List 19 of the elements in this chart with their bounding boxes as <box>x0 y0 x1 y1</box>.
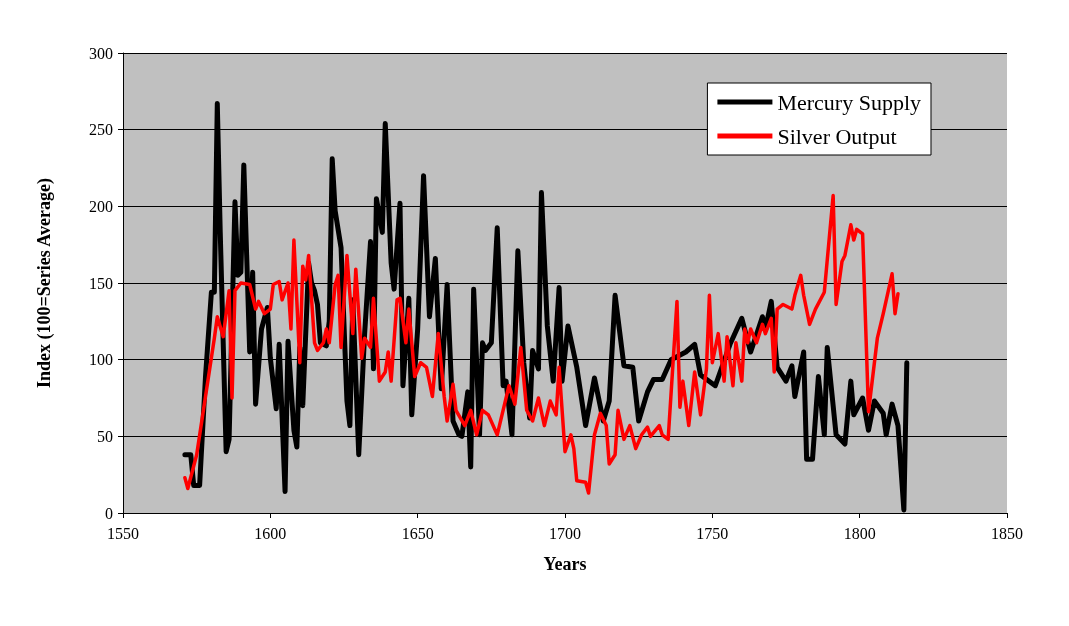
x-tick-label: 1850 <box>991 524 1023 542</box>
y-axis-title: Index (100=Series Average) <box>34 178 55 388</box>
x-tick-label: 1550 <box>107 524 139 542</box>
x-tick-label: 1800 <box>843 524 876 542</box>
x-tick-label: 1700 <box>549 524 581 542</box>
x-tick-label: 1750 <box>696 524 729 542</box>
legend-label: Silver Output <box>777 123 897 149</box>
x-tick-label: 1650 <box>401 524 434 542</box>
y-tick-label: 100 <box>89 351 113 369</box>
legend-label: Mercury Supply <box>777 89 921 115</box>
y-tick-label: 150 <box>89 274 113 292</box>
y-tick-label: 200 <box>89 197 113 215</box>
y-tick-label: 250 <box>89 121 113 139</box>
y-tick-label: 50 <box>97 427 113 445</box>
y-tick-label: 300 <box>89 44 113 62</box>
x-tick-label: 1600 <box>254 524 287 542</box>
line-series <box>183 193 900 495</box>
x-axis-title: Years <box>543 554 587 574</box>
y-tick-label: 0 <box>105 504 113 522</box>
